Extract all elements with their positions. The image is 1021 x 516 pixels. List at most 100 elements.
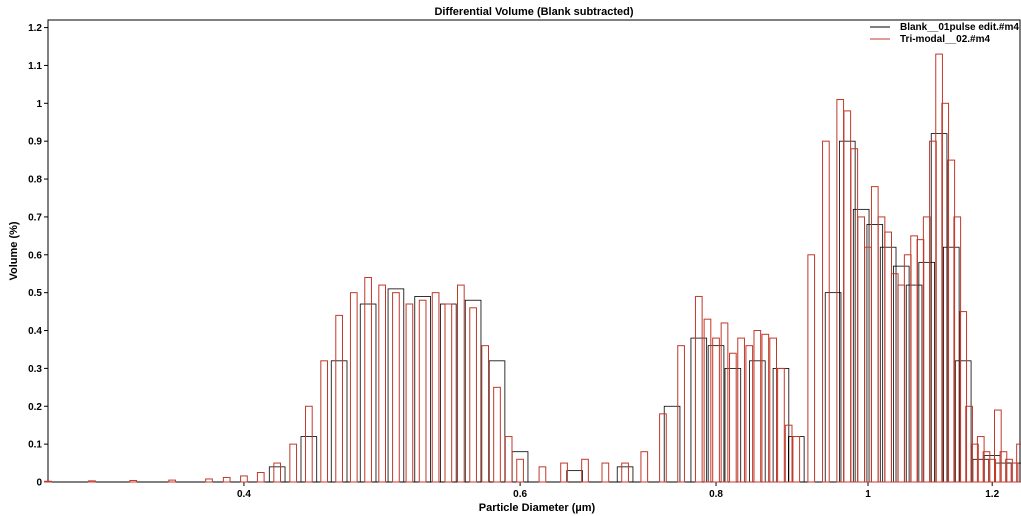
series-0-bar-3 [359, 303, 377, 483]
legend-label-0: Blank__01pulse edit.#m4 [900, 22, 1019, 33]
x-axis-label: Particle Diameter (µm) [479, 502, 596, 514]
series-1-bar-21 [456, 284, 465, 483]
series-1-bar-16 [392, 292, 400, 483]
series-1-bar-13 [349, 292, 358, 483]
series-1-bar-65 [935, 53, 943, 483]
series-1-bar-7 [256, 472, 265, 483]
series-1-bar-73 [982, 451, 991, 483]
series-1-bar-56 [877, 216, 886, 483]
series-0-bar-16 [749, 360, 766, 483]
series-1-bar-49 [822, 140, 830, 483]
series-1-bar-14 [364, 277, 372, 483]
series-1-bar-46 [784, 424, 793, 483]
plot-frame [47, 19, 1021, 483]
y-tick-label-12: 1.2 [28, 23, 42, 34]
y-tick-label-0: 0 [36, 478, 42, 489]
series-1-bar-41 [745, 345, 754, 483]
series-1-bar-1 [88, 480, 96, 483]
series-0-bar-4 [387, 288, 405, 483]
plot-area: 0 0.1 0.2 0.3 0.4 0.5 0.6 0.7 0.8 0.9 1 1.1 1.2 0.4 0.… [28, 19, 1021, 500]
series-1-bar-60 [903, 254, 912, 483]
series-0-bar-12 [663, 405, 681, 483]
series-0-bar-6 [440, 303, 457, 483]
series-1-bar-29 [581, 458, 589, 483]
series-1-bar-0 [44, 480, 52, 483]
series-1-bar-33 [659, 413, 667, 483]
series-0-bar-2 [330, 360, 348, 483]
series-1-bar-52 [850, 148, 859, 483]
series-1-bar-68 [953, 216, 962, 483]
series-1-bar-37 [712, 337, 720, 483]
x-tick-label-3: 1 [865, 489, 871, 500]
series-0-bar-19 [824, 292, 842, 483]
series-1-bar-74 [988, 458, 997, 483]
series-1-bar-47 [792, 436, 801, 483]
x-tick-label-2: 0.8 [709, 489, 723, 500]
series-1-bar-51 [843, 110, 852, 483]
series-0-bar-5 [414, 296, 431, 483]
series-1-bar-77 [1005, 458, 1013, 483]
series-0-bar-32 [995, 462, 1012, 483]
series-0-bar-9 [511, 451, 529, 483]
series-1-bar-42 [753, 330, 762, 483]
series-1-bar-5 [222, 476, 231, 483]
series-1-bar-26 [516, 458, 524, 483]
legend-label-1: Tri-modal__02.#m4 [900, 34, 990, 45]
series-1-bar-58 [890, 273, 899, 483]
series-0-bar-8 [488, 360, 506, 483]
y-tick-label-6: 0.6 [28, 250, 42, 261]
series-1-bar-30 [601, 462, 610, 483]
series-1-bar-72 [976, 436, 985, 483]
series-1-bar-27 [538, 466, 547, 483]
series-0-bar-20 [839, 140, 856, 483]
x-tick-label-4: 1.2 [985, 489, 999, 500]
y-tick-label-8: 0.8 [28, 175, 42, 186]
series-1-bar-3 [168, 479, 177, 483]
y-tick-label-1: 0.1 [28, 440, 42, 451]
series-0-bar-27 [930, 133, 948, 483]
series-1-bar-38 [720, 322, 729, 483]
y-tick-label-7: 0.7 [28, 212, 42, 223]
y-tick-label-5: 0.5 [28, 288, 42, 299]
series-1-bar-43 [761, 333, 770, 483]
series-1-bar-44 [769, 337, 778, 483]
chart-title: Differential Volume (Blank subtracted) [434, 6, 633, 18]
series-1-bar-62 [916, 239, 925, 483]
y-tick-label-4: 0.4 [28, 326, 42, 337]
series-0-bar-11 [616, 466, 634, 483]
series-0-bar-7 [464, 299, 482, 483]
series-1-bar-66 [941, 102, 950, 483]
series-1-bar-31 [621, 462, 629, 483]
series-0-bar-33 [1006, 462, 1021, 483]
series-0-bar-0 [268, 466, 286, 483]
series-1-bar-69 [959, 311, 968, 483]
series-1-bar-2 [129, 479, 138, 483]
series-1-bar-23 [481, 345, 490, 483]
series-1-bar-19 [431, 292, 440, 483]
series-0-bar-26 [918, 261, 935, 483]
y-tick-label-2: 0.2 [28, 402, 42, 413]
series-1-bar-9 [289, 443, 298, 483]
series-1-bar-63 [922, 216, 931, 483]
series-1-bar-12 [335, 314, 343, 483]
series-1-bar-10 [305, 405, 313, 483]
series-1-bar-32 [640, 451, 649, 483]
series-1-bar-61 [910, 235, 918, 483]
series-1-bar-18 [418, 299, 427, 483]
series-1-bar-75 [994, 409, 1002, 483]
series-1-bar-25 [504, 436, 513, 483]
series-1-bar-79 [1016, 443, 1021, 483]
series-1-bar-48 [807, 254, 816, 483]
series-1-bar-76 [999, 451, 1008, 483]
series-0-bar-30 [972, 458, 990, 483]
series-1-bar-78 [1010, 462, 1019, 483]
series-1-bar-36 [703, 318, 712, 483]
series-1-bar-4 [205, 478, 213, 483]
series-0-bar-25 [905, 284, 923, 483]
y-axis-label: Volume (%) [8, 221, 20, 280]
series-1-bar-8 [273, 462, 282, 483]
x-tick-label-0: 0.4 [237, 489, 251, 500]
